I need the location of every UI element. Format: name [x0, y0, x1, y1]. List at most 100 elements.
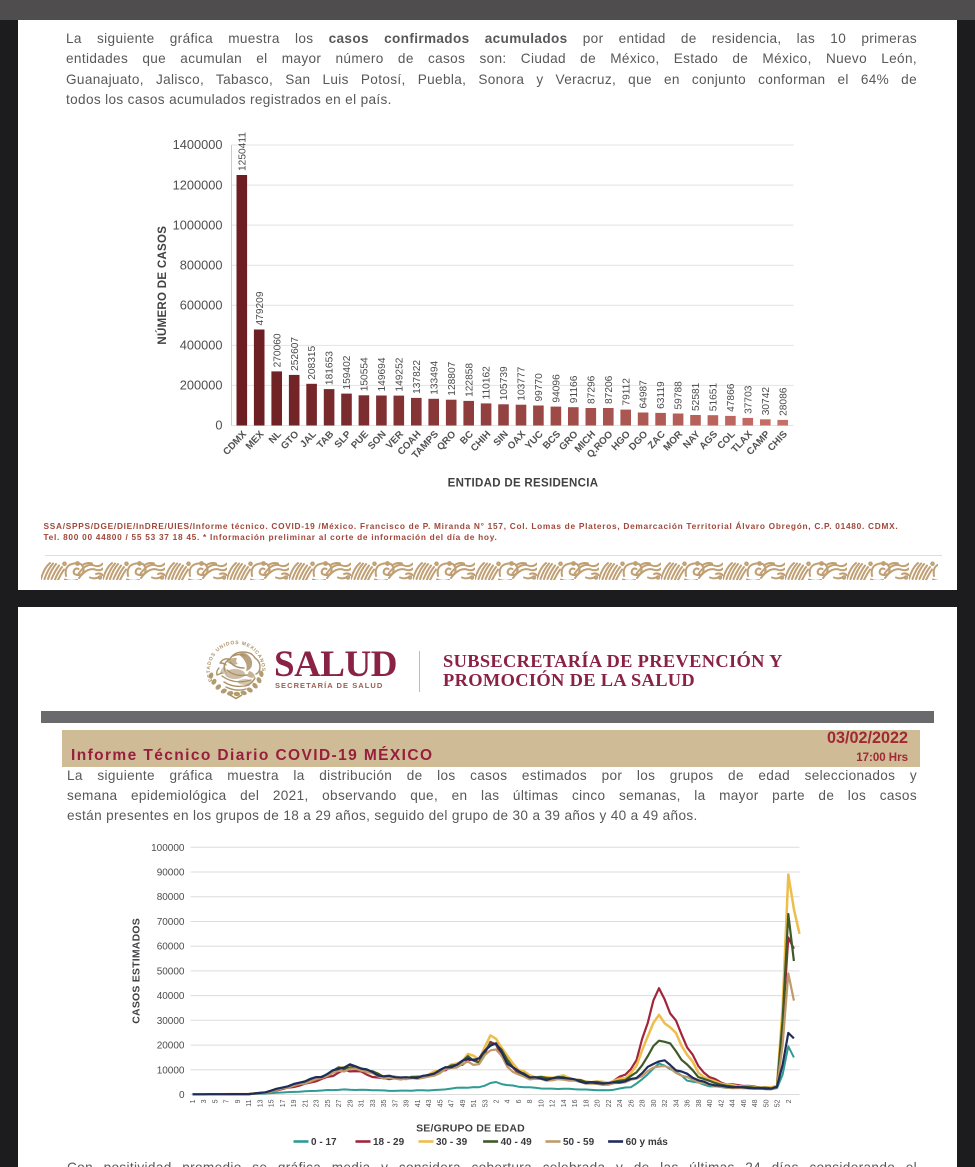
svg-text:122858: 122858: [464, 363, 475, 397]
svg-text:CHIS: CHIS: [765, 429, 789, 454]
svg-text:MOR: MOR: [661, 429, 685, 453]
svg-text:64987: 64987: [638, 380, 649, 409]
svg-text:159402: 159402: [342, 355, 353, 389]
svg-text:JAL: JAL: [298, 429, 319, 450]
svg-text:208315: 208315: [307, 345, 318, 379]
svg-text:AGS: AGS: [697, 429, 720, 452]
svg-text:39: 39: [403, 1099, 410, 1107]
svg-text:1: 1: [190, 1099, 197, 1103]
svg-text:18 - 29: 18 - 29: [373, 1137, 405, 1148]
svg-text:91166: 91166: [568, 375, 579, 403]
svg-text:270060: 270060: [272, 333, 283, 367]
svg-text:137822: 137822: [411, 360, 422, 394]
svg-text:SLP: SLP: [332, 429, 353, 451]
svg-text:40000: 40000: [156, 991, 184, 1002]
svg-text:50 - 59: 50 - 59: [563, 1137, 595, 1148]
svg-text:22: 22: [605, 1099, 612, 1107]
svg-text:105739: 105739: [499, 366, 510, 400]
svg-text:149252: 149252: [394, 357, 405, 391]
svg-text:29: 29: [347, 1099, 354, 1107]
svg-text:60000: 60000: [156, 941, 184, 952]
svg-text:TAB: TAB: [315, 429, 336, 451]
svg-text:SE/GRUPO DE EDAD: SE/GRUPO DE EDAD: [416, 1122, 525, 1134]
svg-text:10: 10: [538, 1099, 545, 1107]
svg-text:13: 13: [257, 1099, 264, 1107]
svg-text:33: 33: [369, 1099, 376, 1107]
svg-text:79112: 79112: [621, 378, 632, 406]
svg-text:4: 4: [504, 1099, 511, 1103]
svg-text:0: 0: [215, 418, 222, 433]
svg-text:12: 12: [549, 1099, 556, 1107]
svg-text:1000000: 1000000: [172, 217, 222, 232]
svg-text:NÚMERO DE CASOS: NÚMERO DE CASOS: [156, 226, 169, 345]
svg-text:37703: 37703: [743, 385, 754, 414]
svg-text:133494: 133494: [429, 360, 440, 394]
svg-text:80000: 80000: [156, 892, 184, 903]
svg-text:PUE: PUE: [349, 429, 371, 452]
svg-text:20: 20: [594, 1099, 601, 1107]
svg-text:70000: 70000: [156, 917, 184, 928]
svg-text:48: 48: [752, 1099, 759, 1107]
svg-text:181653: 181653: [324, 351, 335, 385]
svg-text:3: 3: [201, 1099, 208, 1103]
svg-text:0: 0: [178, 1090, 184, 1101]
svg-text:59788: 59788: [673, 381, 684, 410]
svg-text:42: 42: [718, 1099, 725, 1107]
svg-text:30742: 30742: [760, 387, 771, 416]
svg-text:49: 49: [459, 1099, 466, 1107]
svg-text:14: 14: [560, 1099, 567, 1107]
svg-text:47: 47: [448, 1099, 455, 1107]
svg-text:28086: 28086: [778, 387, 789, 416]
svg-text:0 - 17: 0 - 17: [311, 1137, 337, 1148]
svg-text:149694: 149694: [377, 357, 388, 391]
svg-text:150554: 150554: [359, 357, 370, 391]
svg-text:53: 53: [482, 1099, 489, 1107]
svg-text:200000: 200000: [179, 378, 222, 393]
svg-text:43: 43: [426, 1099, 433, 1107]
svg-text:46: 46: [740, 1099, 747, 1107]
svg-text:9: 9: [235, 1099, 242, 1103]
svg-text:15: 15: [268, 1099, 275, 1107]
svg-text:HGO: HGO: [609, 429, 633, 453]
svg-text:2: 2: [493, 1099, 500, 1103]
svg-text:1250411: 1250411: [237, 132, 248, 171]
svg-text:30000: 30000: [156, 1015, 184, 1026]
svg-text:30 - 39: 30 - 39: [436, 1137, 468, 1148]
svg-text:90000: 90000: [156, 867, 184, 878]
svg-text:110162: 110162: [481, 366, 492, 400]
svg-text:52581: 52581: [691, 382, 702, 411]
svg-text:8: 8: [527, 1099, 534, 1103]
svg-text:28: 28: [639, 1099, 646, 1107]
svg-text:51: 51: [471, 1099, 478, 1107]
svg-text:QRO: QRO: [435, 429, 459, 453]
svg-text:CASOS ESTIMADOS: CASOS ESTIMADOS: [130, 918, 142, 1024]
svg-text:DGO: DGO: [627, 429, 651, 453]
svg-text:34: 34: [673, 1099, 680, 1107]
svg-text:30: 30: [650, 1099, 657, 1107]
svg-text:38: 38: [695, 1099, 702, 1107]
svg-text:ENTIDAD DE RESIDENCIA: ENTIDAD DE RESIDENCIA: [447, 478, 598, 490]
svg-text:45: 45: [437, 1099, 444, 1107]
svg-text:36: 36: [684, 1099, 691, 1107]
svg-text:1200000: 1200000: [172, 177, 222, 192]
svg-text:87296: 87296: [586, 375, 597, 404]
svg-text:10000: 10000: [156, 1065, 184, 1076]
svg-text:24: 24: [617, 1099, 624, 1107]
svg-text:40: 40: [707, 1099, 714, 1107]
svg-text:94096: 94096: [551, 374, 562, 403]
svg-text:41: 41: [414, 1099, 421, 1107]
svg-text:35: 35: [381, 1099, 388, 1107]
svg-text:252607: 252607: [289, 337, 300, 371]
svg-text:GTO: GTO: [278, 429, 301, 452]
svg-text:23: 23: [313, 1099, 320, 1107]
svg-text:YUC: YUC: [523, 429, 545, 452]
svg-text:800000: 800000: [179, 257, 222, 272]
svg-text:7: 7: [223, 1099, 230, 1103]
svg-text:63119: 63119: [656, 381, 667, 409]
svg-text:2: 2: [785, 1099, 792, 1103]
svg-text:31: 31: [358, 1099, 365, 1107]
svg-text:87206: 87206: [603, 375, 614, 404]
svg-text:OAX: OAX: [505, 429, 528, 452]
svg-text:600000: 600000: [179, 298, 222, 313]
svg-text:MEX: MEX: [243, 429, 266, 452]
